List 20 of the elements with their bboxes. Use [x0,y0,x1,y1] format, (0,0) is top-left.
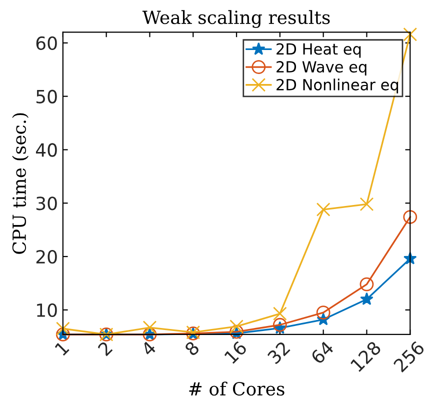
y-tick-label: 30 [36,196,57,210]
x-tick-label: 32 [266,340,290,365]
y-tick-label: 60 [36,36,57,50]
y-tick-label: 20 [36,250,57,264]
y-axis-title: CPU time (sec.) [12,113,29,254]
legend-label: 2D Wave eq [276,61,366,76]
legend-label: 2D Heat eq [276,43,361,58]
y-tick-label: 40 [36,143,57,157]
y-tick-label: 10 [37,303,57,318]
x-tick-label: 1 [54,340,70,356]
chart-title: Weak scaling results [142,10,330,28]
x-tick-label: 8 [184,340,200,356]
x-tick-label: 128 [350,340,382,372]
y-tick-label: 50 [36,90,57,104]
x-tick-label: 2 [97,340,113,356]
legend-label: 2D Nonlinear eq [276,78,398,94]
x-axis-title: # of Cores [189,382,284,396]
x-tick-label: 4 [140,340,157,357]
x-tick-label: 64 [310,340,334,365]
x-tick-label: 16 [224,340,248,364]
